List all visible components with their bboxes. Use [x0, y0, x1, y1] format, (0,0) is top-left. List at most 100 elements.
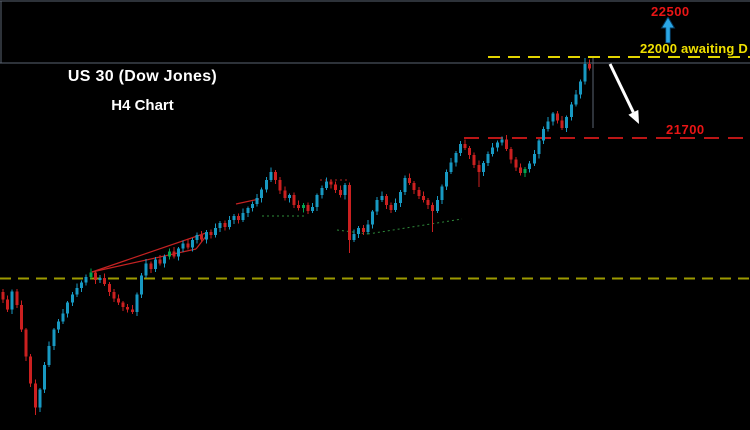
candle-body [417, 189, 421, 196]
candle-body [555, 113, 559, 121]
timeframe-title: H4 Chart [111, 97, 174, 114]
candle-body [274, 172, 278, 180]
candle-body [481, 162, 485, 172]
candle-body [70, 294, 74, 303]
candle-body [588, 63, 592, 69]
candle-body [190, 240, 194, 248]
candle-body [375, 199, 379, 212]
candle-body [509, 148, 513, 160]
candle-body [394, 202, 398, 210]
candle-body [311, 207, 315, 211]
candle-body [43, 364, 47, 390]
candle-body [537, 140, 541, 155]
candle-body [112, 291, 116, 299]
candle-body [477, 165, 481, 172]
candle-body [75, 287, 79, 295]
chart-title-block: US 30 (Dow Jones) H4 Chart [30, 68, 255, 114]
candle-body [343, 184, 347, 196]
candle-body [329, 181, 333, 185]
candle-body [33, 383, 37, 408]
candle-body [348, 184, 351, 240]
candle-body [320, 187, 324, 196]
candle-body [403, 177, 407, 192]
candle-body [361, 227, 365, 232]
candle-body [153, 259, 157, 269]
candle-body [495, 142, 499, 148]
candle-body [177, 248, 181, 257]
candle-body [560, 120, 564, 129]
candle-body [181, 243, 185, 249]
candle-body [47, 345, 51, 365]
candle-body [324, 181, 328, 188]
candle-body [172, 251, 176, 257]
candle-body [523, 169, 527, 174]
down-arrow-icon [608, 63, 635, 113]
candle-body [269, 172, 273, 180]
candle-body [93, 272, 97, 280]
candle-body [232, 216, 236, 221]
candle-body [278, 179, 282, 191]
candle-body [440, 186, 444, 201]
candle-body [84, 277, 88, 283]
candle-body [227, 220, 231, 228]
candle-body [514, 159, 518, 168]
candle-body [528, 163, 532, 170]
candle-body [241, 213, 245, 221]
candle-body [19, 304, 23, 330]
candle-body [380, 195, 384, 200]
candle-body [486, 154, 490, 163]
candle-body [144, 263, 148, 276]
candle-body [126, 306, 130, 310]
candle-body [264, 179, 268, 190]
candle-body [468, 147, 472, 156]
candle-body [103, 277, 107, 284]
up-arrow-icon [660, 16, 676, 44]
candle-body [186, 243, 190, 248]
awaiting-note-label: 22000 awaiting D [640, 41, 748, 56]
candle-body [223, 223, 227, 228]
candle-body [472, 155, 476, 165]
trend-line [91, 248, 197, 273]
candle-body [260, 189, 264, 199]
candle-body [454, 152, 458, 163]
candle-body [449, 162, 453, 173]
candle-body [167, 251, 171, 257]
zigzag-dotted-line [367, 218, 463, 235]
candle-body [551, 113, 555, 122]
candle-body [237, 216, 241, 221]
candle-body [579, 81, 582, 95]
candle-body [98, 277, 102, 280]
candle-body [565, 117, 569, 129]
candle-body [583, 63, 587, 82]
candle-body [301, 204, 305, 209]
candle-body [491, 147, 495, 155]
candle-body [250, 204, 254, 209]
candle-body [163, 256, 167, 264]
candle-body [292, 195, 296, 205]
candle-body [121, 302, 125, 307]
candle-body [158, 259, 162, 264]
candle-body [421, 195, 425, 201]
zigzag-dotted-line [336, 229, 369, 235]
candle-body [500, 139, 504, 143]
candle-body [306, 204, 310, 211]
candle-body [389, 204, 393, 210]
candle-body [569, 104, 573, 118]
candle-body [445, 172, 449, 187]
candle-body [338, 189, 342, 196]
candle-body [204, 231, 208, 240]
candle-body [66, 302, 70, 314]
candle-body [29, 356, 33, 384]
candle-body [52, 329, 56, 346]
candle-body [56, 321, 60, 330]
candle-body [408, 177, 412, 183]
trend-line [235, 198, 260, 205]
candle-body [412, 182, 416, 190]
candle-body [1, 291, 5, 300]
candle-body [384, 195, 388, 205]
down-arrow-head-icon [628, 109, 639, 124]
candle-body [80, 282, 84, 288]
candle-body [140, 275, 144, 295]
